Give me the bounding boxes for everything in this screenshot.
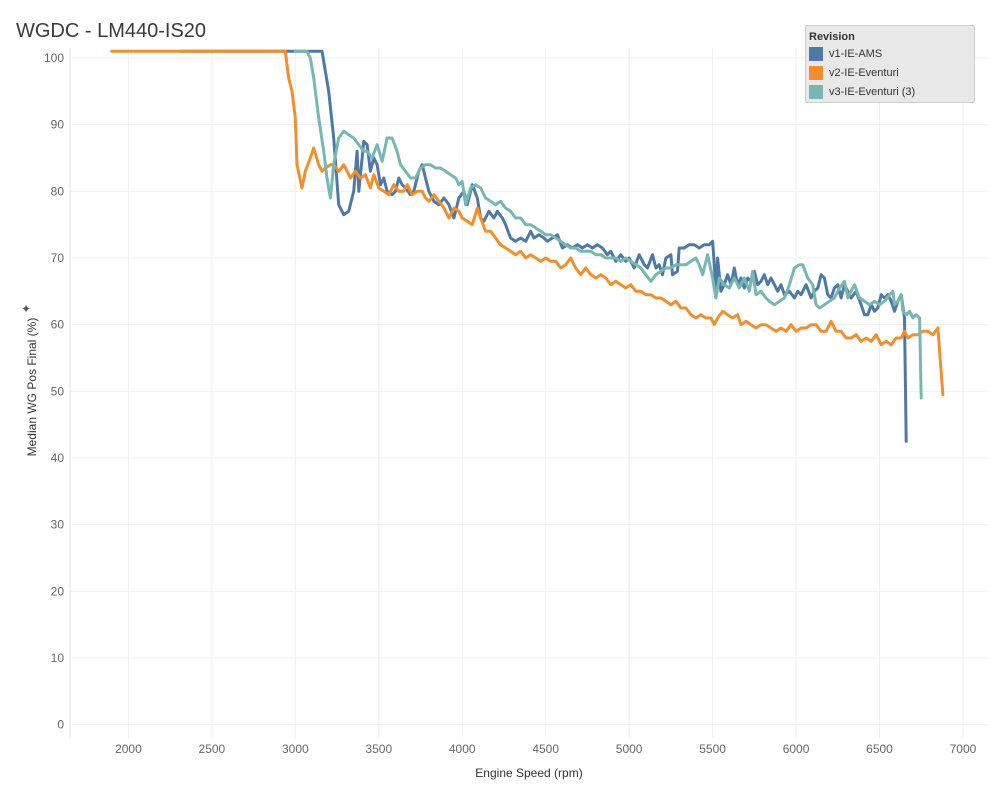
y-tick-label: 60 [51, 318, 65, 332]
x-tick-label: 5500 [699, 742, 726, 756]
x-tick-label: 4500 [532, 742, 559, 756]
x-tick-label: 6000 [783, 742, 810, 756]
pin-icon[interactable]: ✦ [21, 302, 32, 316]
series-line-1[interactable] [178, 49, 908, 443]
y-tick-label: 50 [51, 384, 65, 398]
legend-item-v2[interactable]: v2-IE-Eventuri [806, 63, 974, 82]
y-tick-label: 40 [51, 451, 65, 465]
y-tick-label: 100 [44, 51, 64, 65]
legend-item-v1[interactable]: v1-IE-AMS [806, 44, 974, 63]
gridlines [69, 48, 988, 738]
y-tick-label: 0 [57, 718, 64, 732]
y-axis-label: Median WG Pos Final (%) [25, 317, 39, 457]
y-tick-label: 20 [51, 584, 65, 598]
chart-title: WGDC - LM440-IS20 [16, 20, 207, 42]
legend-swatch [809, 65, 823, 80]
y-tick-label: 70 [51, 251, 65, 265]
y-tick-label: 80 [51, 184, 65, 198]
x-tick-label: 2000 [115, 742, 142, 756]
x-tick-label: 7000 [950, 742, 977, 756]
x-tick-label: 5000 [616, 742, 643, 756]
legend: Revision v1-IE-AMS v2-IE-Eventuri v3-IE-… [805, 25, 975, 103]
legend-swatch [809, 46, 823, 61]
y-axis-ticks: 0 10 20 30 40 50 60 70 80 90 100 [44, 51, 64, 732]
x-axis-ticks: 2000 2500 3000 3500 4000 4500 5000 5500 6000 6500… [115, 742, 977, 756]
legend-swatch [809, 84, 823, 99]
y-tick-label: 10 [51, 651, 65, 665]
x-tick-label: 3000 [282, 742, 309, 756]
legend-title: Revision [809, 31, 855, 43]
y-tick-label: 90 [51, 118, 65, 132]
legend-label: v1-IE-AMS [829, 47, 883, 60]
legend-label: v2-IE-Eventuri [829, 66, 899, 79]
x-axis-label: Engine Speed (rpm) [475, 766, 583, 780]
legend-item-v3[interactable]: v3-IE-Eventuri (3) [806, 82, 974, 101]
y-tick-label: 30 [51, 518, 65, 532]
x-tick-label: 2500 [199, 742, 226, 756]
x-tick-label: 6500 [866, 742, 893, 756]
series-line-2[interactable] [110, 49, 945, 397]
legend-label: v3-IE-Eventuri (3) [829, 85, 916, 98]
x-tick-label: 3500 [365, 742, 392, 756]
series-lines [110, 49, 945, 443]
series-line-3[interactable] [293, 49, 923, 400]
x-tick-label: 4000 [449, 742, 476, 756]
